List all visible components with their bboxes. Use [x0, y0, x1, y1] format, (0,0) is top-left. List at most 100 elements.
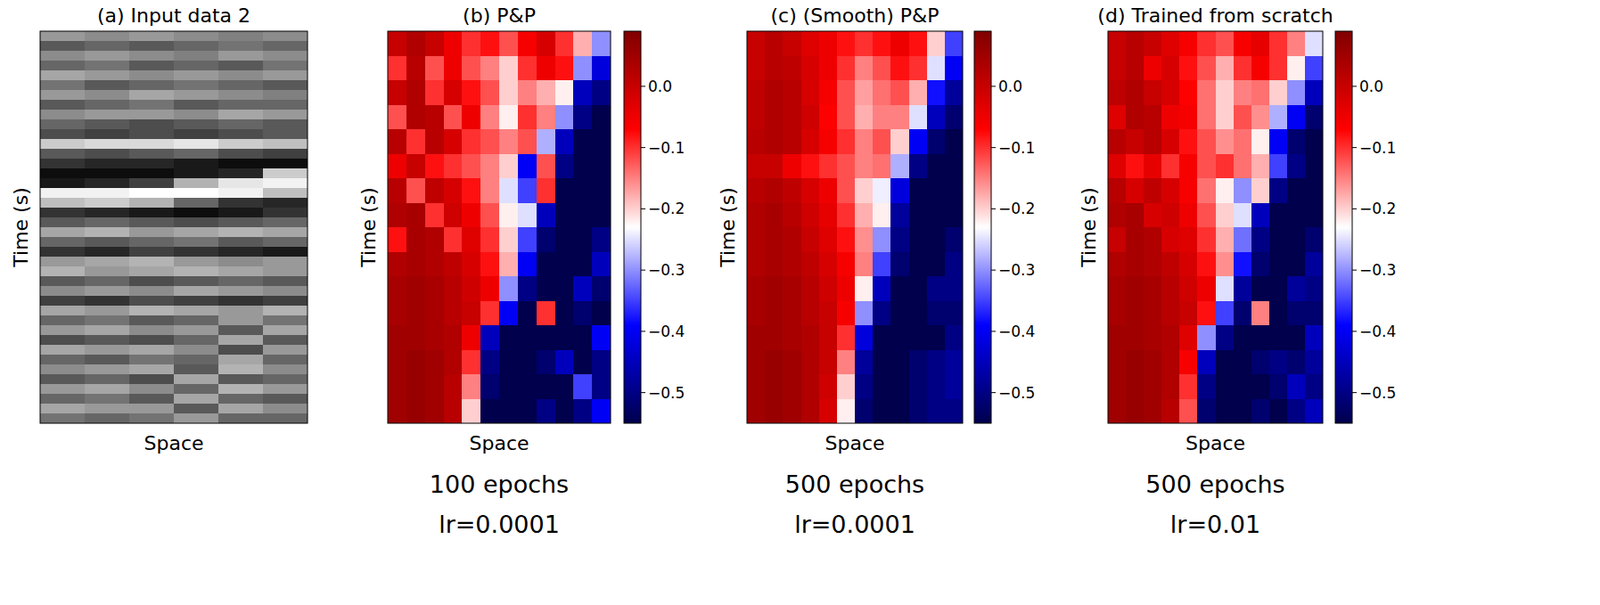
cell: [1287, 31, 1306, 57]
cell: [40, 139, 86, 150]
cell: [782, 56, 802, 82]
cell: [480, 105, 500, 131]
cell: [1251, 203, 1271, 229]
cell: [1304, 276, 1323, 302]
cell: [536, 56, 556, 82]
cell: [1197, 178, 1216, 204]
cell: [129, 295, 175, 307]
cell: [836, 154, 856, 180]
cell: [890, 399, 910, 425]
cell: [387, 399, 407, 425]
cell: [173, 90, 220, 101]
cell: [944, 325, 963, 351]
cell: [129, 374, 175, 386]
cell: [406, 350, 426, 376]
cell: [1161, 56, 1181, 82]
cell: [782, 80, 802, 106]
cell: [425, 154, 444, 180]
cell: [1287, 80, 1306, 106]
cell: [555, 203, 575, 229]
cell: [461, 350, 481, 376]
cell: [443, 252, 463, 278]
cell: [872, 105, 892, 131]
cell: [836, 31, 856, 57]
cell: [1161, 325, 1181, 351]
cell: [1269, 374, 1289, 400]
cell: [425, 350, 444, 376]
cell: [499, 252, 518, 278]
cell: [1233, 178, 1253, 204]
cell: [836, 105, 856, 131]
colorbar-frame: [974, 31, 992, 424]
cell: [909, 105, 928, 131]
cell: [262, 393, 308, 405]
cell: [499, 374, 518, 400]
cell: [927, 105, 946, 131]
cell: [406, 31, 426, 57]
cell: [927, 80, 946, 106]
cell: [1233, 350, 1253, 376]
cell: [40, 207, 86, 219]
cell: [890, 301, 910, 327]
colorbar-tick: [640, 147, 646, 148]
cell: [555, 276, 575, 302]
cell: [927, 301, 946, 327]
cell: [218, 393, 264, 405]
cell: [1107, 227, 1127, 253]
cell: [480, 325, 500, 351]
colorbar: [1335, 31, 1353, 424]
cell: [40, 393, 86, 405]
cell: [1125, 399, 1145, 425]
cell: [854, 129, 874, 155]
cell: [1179, 276, 1198, 302]
cell: [129, 50, 175, 62]
cell: [262, 325, 308, 337]
cell: [129, 197, 175, 209]
cell: [40, 80, 86, 91]
cell: [443, 276, 463, 302]
cell: [1197, 325, 1216, 351]
cell: [1143, 154, 1163, 180]
cell: [425, 105, 444, 131]
cell: [819, 276, 838, 302]
cell: [890, 129, 910, 155]
cell: [1233, 227, 1253, 253]
cell: [1251, 105, 1271, 131]
cell: [499, 325, 518, 351]
cell: [1269, 350, 1289, 376]
cell: [461, 276, 481, 302]
cell: [1233, 105, 1253, 131]
cell: [218, 60, 264, 72]
colorbar-tick: [1352, 147, 1357, 148]
cell: [872, 252, 892, 278]
cell: [218, 354, 264, 366]
cell: [517, 252, 537, 278]
cell: [461, 399, 481, 425]
cell: [746, 203, 766, 229]
cell: [555, 325, 575, 351]
cell: [944, 105, 963, 131]
cell: [1161, 203, 1181, 229]
cell: [909, 301, 928, 327]
cell: [782, 31, 802, 57]
cell: [129, 364, 175, 376]
cell: [406, 374, 426, 400]
cell: [40, 237, 86, 248]
cell: [262, 129, 308, 140]
cells: [387, 31, 611, 424]
cell: [555, 227, 575, 253]
cell: [40, 227, 86, 238]
cell: [40, 70, 86, 82]
cell: [218, 148, 264, 160]
cell: [129, 403, 175, 415]
cell: [1197, 105, 1216, 131]
cell: [406, 154, 426, 180]
cell: [129, 354, 175, 366]
cell: [591, 105, 611, 131]
cells: [40, 31, 308, 424]
cell: [1269, 325, 1289, 351]
cell: [129, 256, 175, 268]
cell: [40, 305, 86, 317]
cell: [1143, 31, 1163, 57]
cell: [909, 154, 928, 180]
